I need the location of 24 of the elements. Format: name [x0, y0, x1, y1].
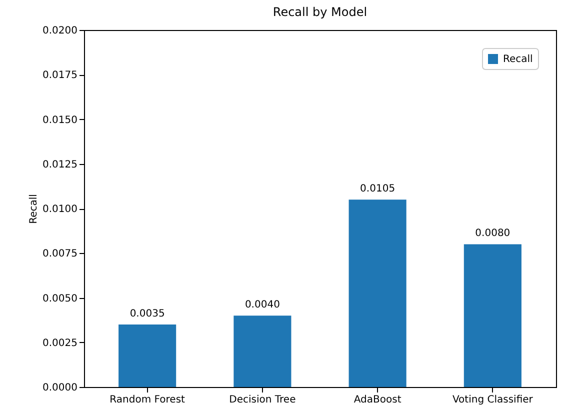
data-label: 0.0080 — [475, 228, 510, 240]
legend-label: Recall — [503, 54, 533, 65]
y-tick-label: 0.0200 — [42, 26, 78, 36]
bar — [348, 200, 406, 387]
y-tick-label: 0.0175 — [42, 70, 78, 82]
data-label: 0.0040 — [244, 300, 280, 311]
y-tick-label: 0.0125 — [42, 159, 78, 170]
bar — [118, 324, 176, 387]
y-tick-label: 0.0150 — [42, 114, 78, 126]
y-axis-title: Recall — [28, 194, 40, 224]
x-tick-label: Voting Classifier — [452, 394, 534, 406]
y-tick-label: 0.0000 — [42, 382, 78, 394]
y-tick-label: 0.0025 — [42, 338, 78, 349]
bar — [234, 316, 292, 387]
data-label: 0.0105 — [360, 184, 396, 195]
x-tick-label: AdaBoost — [354, 394, 402, 406]
data-label: 0.0035 — [130, 308, 165, 320]
y-tick-label: 0.0050 — [42, 293, 78, 304]
x-tick-label: Decision Tree — [229, 394, 296, 406]
x-tick-label: Random Forest — [110, 394, 186, 406]
bar — [464, 244, 522, 387]
y-tick-label: 0.0075 — [42, 248, 78, 260]
chart-title: Recall by Model — [272, 5, 368, 19]
y-tick-label: 0.0100 — [42, 204, 78, 215]
